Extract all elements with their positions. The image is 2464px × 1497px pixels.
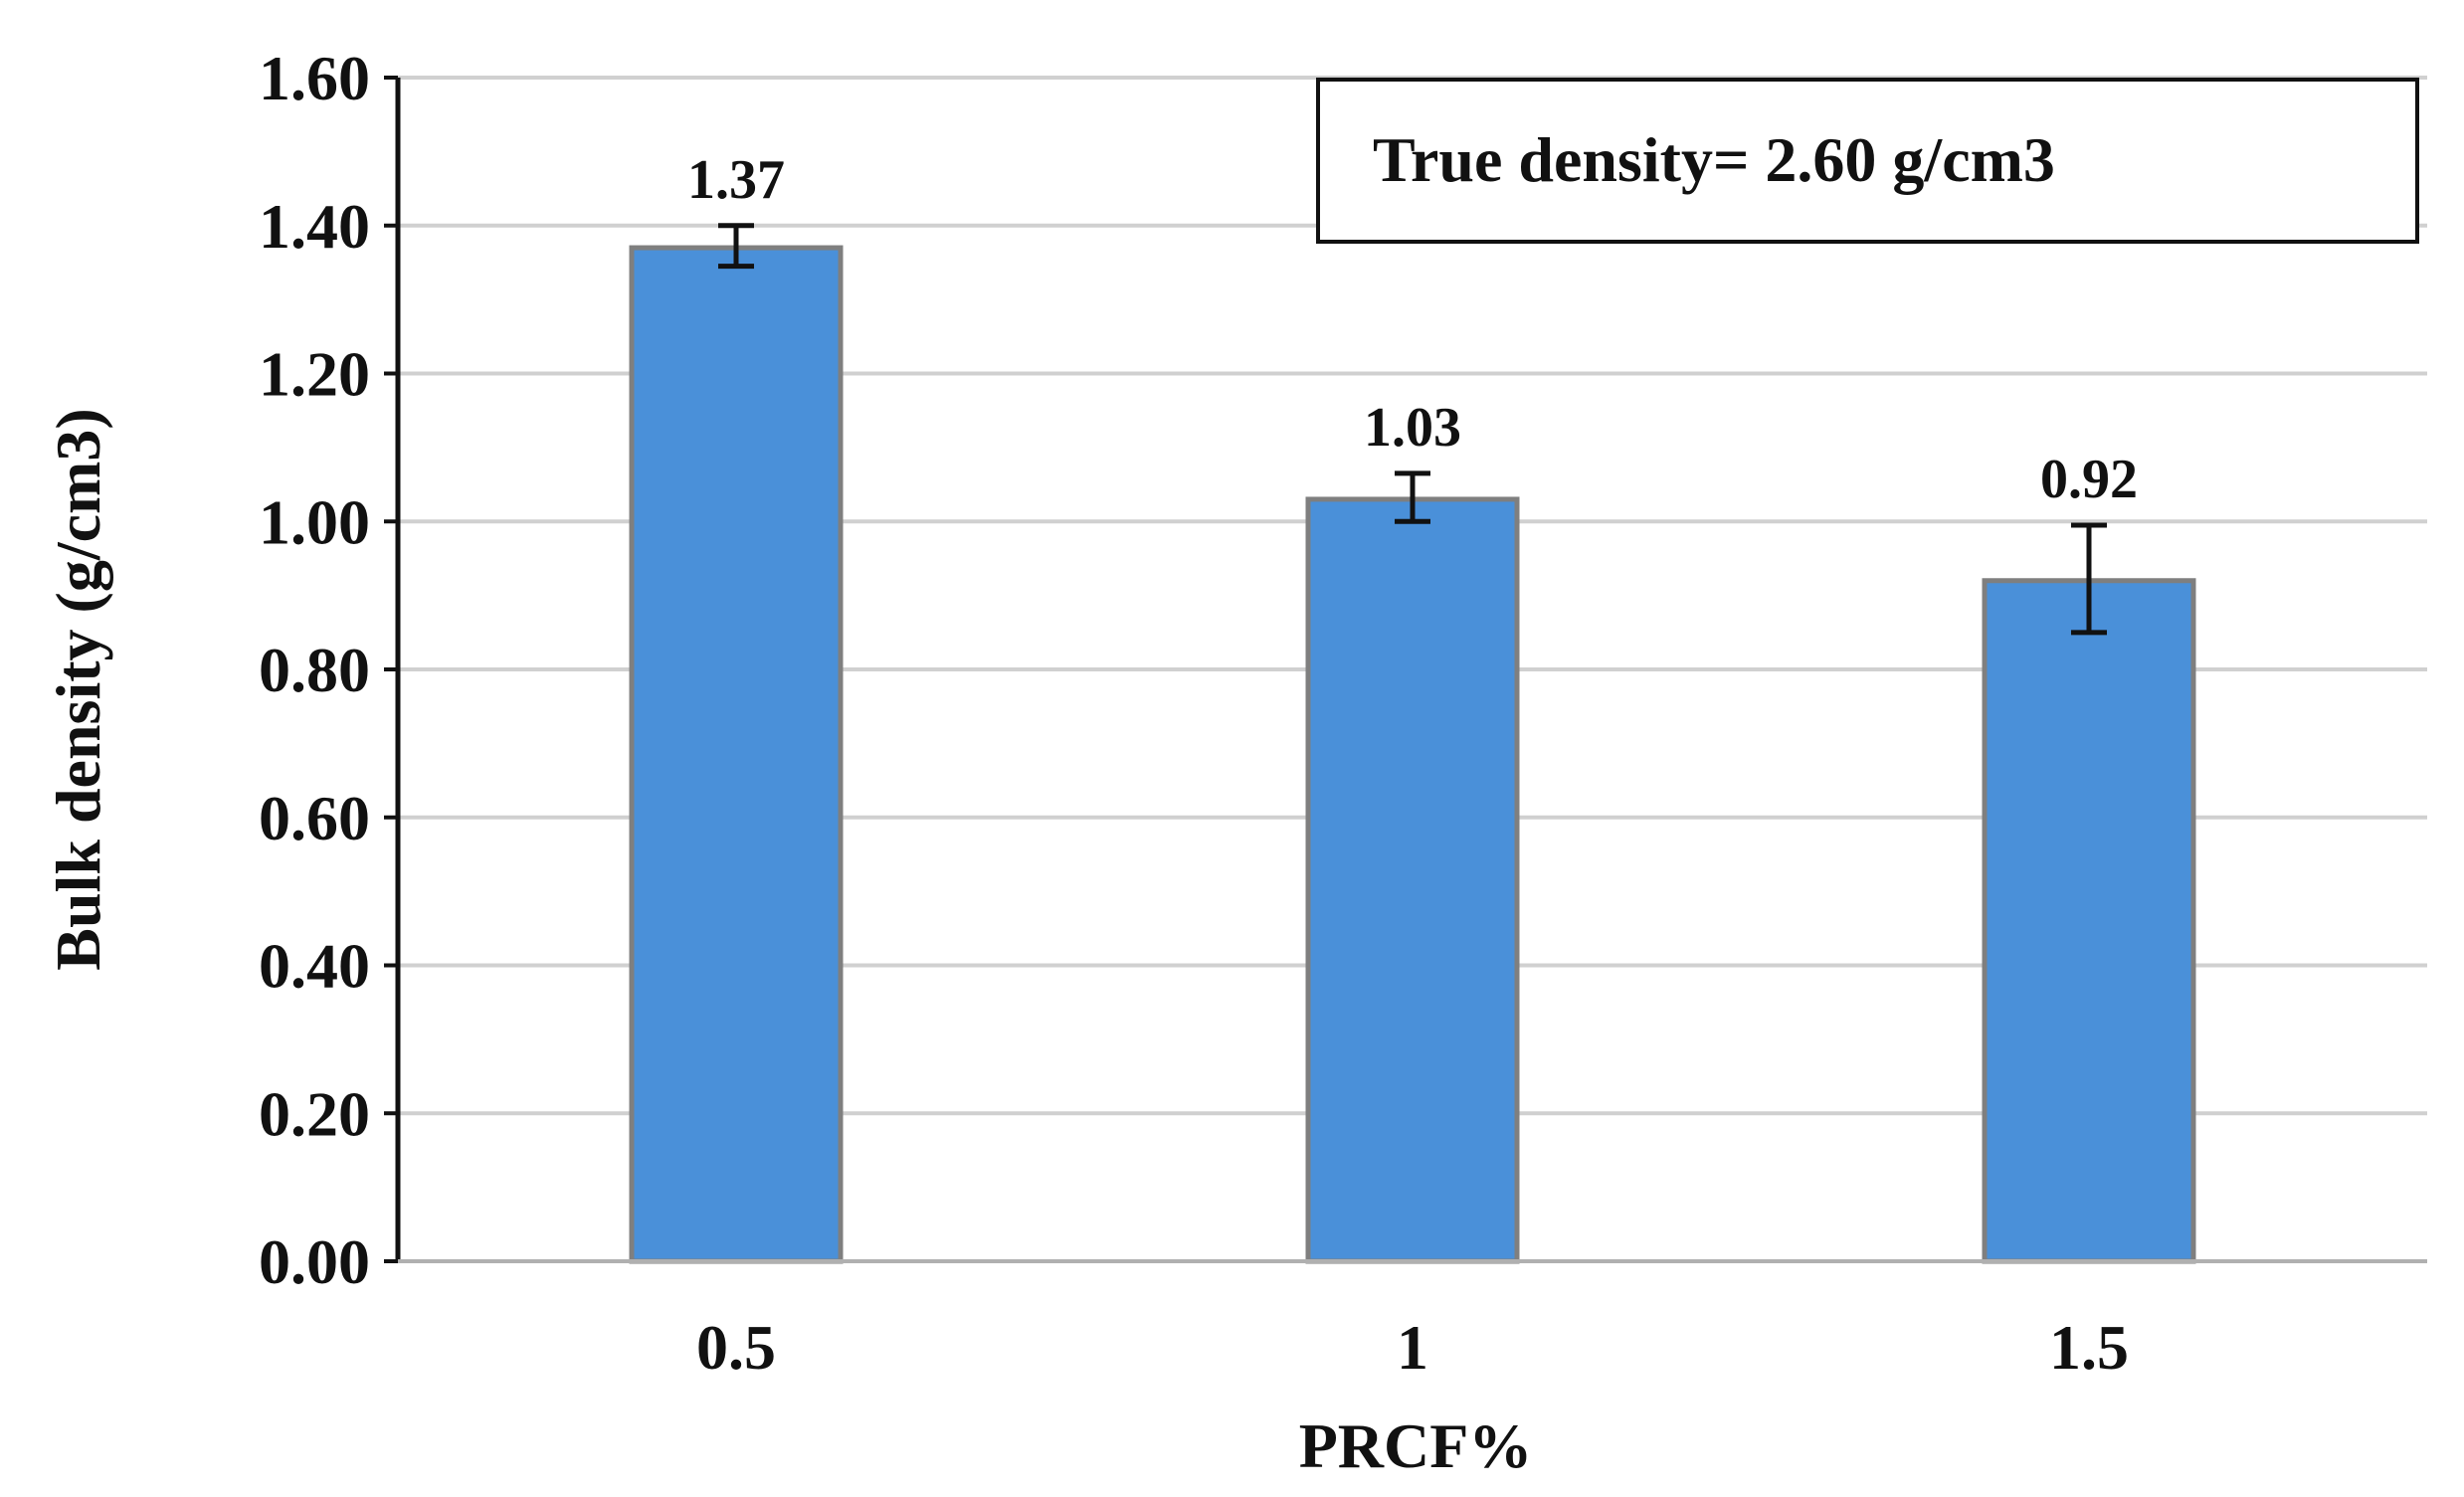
annotation-text: True density= 2.60 g/cm3 [1373,124,2055,195]
bars [629,223,2196,1264]
x-tick-label: 1 [1397,1312,1428,1383]
y-tick-label: 1.40 [259,191,370,262]
y-tick-label: 0.80 [259,635,370,705]
y-tick-label: 0.20 [259,1078,370,1149]
annotation-box: True density= 2.60 g/cm3 [1316,78,2419,244]
data-label: 1.03 [1364,397,1461,459]
annotation-frame [1316,78,2419,244]
y-tick-label: 1.60 [259,43,370,113]
y-tick-label: 0.00 [259,1226,370,1297]
x-tick-label: 0.5 [696,1312,776,1383]
x-axis-title: PRCF% [1299,1410,1533,1481]
y-tick-label: 0.40 [259,931,370,1002]
axes [384,76,2427,1263]
y-axis-title: Bulk density (g/cm3) [43,408,113,970]
data-label: 1.37 [687,149,785,211]
bar-1 [1305,496,1520,1264]
data-label: 0.92 [2040,449,2138,510]
bar-1.5 [1982,578,2196,1264]
bar-0.5 [629,245,844,1264]
labels: 0.00 0.20 0.40 0.60 0.80 1.00 1.20 1.40 1.60 1.37… [259,43,2138,1383]
y-tick-label: 1.20 [259,339,370,410]
x-tick-label: 1.5 [2049,1312,2129,1383]
y-tick-label: 1.00 [259,486,370,557]
y-tick-label: 0.60 [259,783,370,853]
